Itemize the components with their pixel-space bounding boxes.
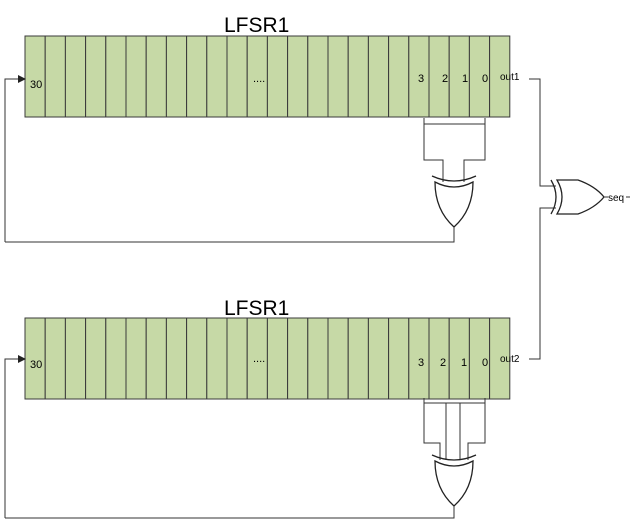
lfsr-2-output-label: out2 <box>500 354 520 365</box>
register-cell <box>85 317 107 400</box>
register-cell <box>367 317 390 400</box>
register-cell <box>125 35 147 118</box>
register-cell <box>489 317 511 400</box>
register-cell <box>327 317 349 400</box>
register-cell <box>186 317 208 400</box>
register-cell <box>327 35 349 118</box>
register-cell <box>165 35 188 118</box>
lfsr-1-bit-0: 0 <box>482 73 488 85</box>
seq-output-label: seq <box>608 193 624 204</box>
lfsr-1-tap-wire-b <box>463 124 486 182</box>
register-cell <box>24 35 46 118</box>
register-cell <box>226 317 248 400</box>
lfsr-1-output-label: out1 <box>500 72 520 83</box>
lfsr-2-feedback-wire <box>5 506 455 519</box>
register-cell <box>145 317 167 400</box>
register-cell <box>206 317 228 400</box>
register-cell <box>44 35 66 118</box>
lfsr-2-feedback-arrow <box>4 355 26 518</box>
lfsr-1-tap-wire-a <box>423 118 444 182</box>
register-cell <box>287 317 309 400</box>
register-cell <box>287 35 309 118</box>
register-cell <box>85 35 107 118</box>
output-xor-back-curve <box>550 179 557 215</box>
lfsr-2-output-wire <box>529 207 556 360</box>
lfsr-2-title: LFSR1 <box>224 297 289 320</box>
lfsr-2-xor-gate <box>434 459 474 507</box>
lfsr-2-xor-back-curve <box>431 454 477 461</box>
lfsr-1: LFSR1 30 .... 3 2 1 0 out1 <box>4 14 556 243</box>
lfsr-1-cells <box>24 35 511 118</box>
register-cell <box>347 317 369 400</box>
lfsr-2-bit-1: 1 <box>461 357 467 369</box>
output-stage: seq <box>550 179 630 215</box>
lfsr-1-tap-bracket <box>423 118 486 125</box>
lfsr-1-xor-back-curve <box>431 175 477 182</box>
lfsr-2-bit-30: 30 <box>30 359 42 371</box>
register-cell <box>165 317 188 400</box>
lfsr-2-bit-3: 3 <box>418 357 424 369</box>
register-cell <box>347 35 369 118</box>
register-cell <box>125 317 147 400</box>
register-cell <box>64 317 87 400</box>
register-cell <box>226 35 248 118</box>
lfsr-1-xor-gate <box>434 180 474 228</box>
lfsr-1-bit-30: 30 <box>30 79 42 91</box>
register-cell <box>266 35 289 118</box>
lfsr-1-bit-1: 1 <box>462 73 468 85</box>
lfsr-2: LFSR1 30 .... 3 2 1 0 out2 <box>4 207 556 519</box>
lfsr-2-cells <box>24 317 511 400</box>
lfsr-2-tap-wire-b <box>467 403 486 460</box>
register-cell <box>367 35 390 118</box>
register-cell <box>489 35 511 118</box>
lfsr-1-output-wire <box>529 78 556 187</box>
lfsr-1-title: LFSR1 <box>224 14 289 37</box>
output-xor-gate <box>555 179 605 215</box>
lfsr-1-bit-2: 2 <box>442 73 448 85</box>
register-cell <box>206 35 228 118</box>
lfsr-1-feedback-arrow <box>4 75 26 242</box>
register-cell <box>105 35 127 118</box>
lfsr-2-tap-bracket <box>423 398 486 404</box>
register-cell <box>145 35 167 118</box>
lfsr-2-ellipsis: .... <box>253 353 265 365</box>
register-cell <box>105 317 127 400</box>
register-cell <box>186 35 208 118</box>
register-cell <box>44 317 66 400</box>
register-cell <box>307 35 329 118</box>
lfsr-1-ellipsis: .... <box>253 73 265 85</box>
lfsr-1-feedback-wire <box>5 227 455 243</box>
lfsr-1-bit-3: 3 <box>418 73 424 85</box>
register-cell <box>388 35 410 118</box>
register-cell <box>64 35 87 118</box>
lfsr-2-bit-2: 2 <box>440 357 446 369</box>
lfsr-2-bit-0: 0 <box>482 357 488 369</box>
register-cell <box>266 317 289 400</box>
register-cell <box>307 317 329 400</box>
lfsr-2-tap-wire-a <box>423 403 441 460</box>
register-cell <box>388 317 410 400</box>
